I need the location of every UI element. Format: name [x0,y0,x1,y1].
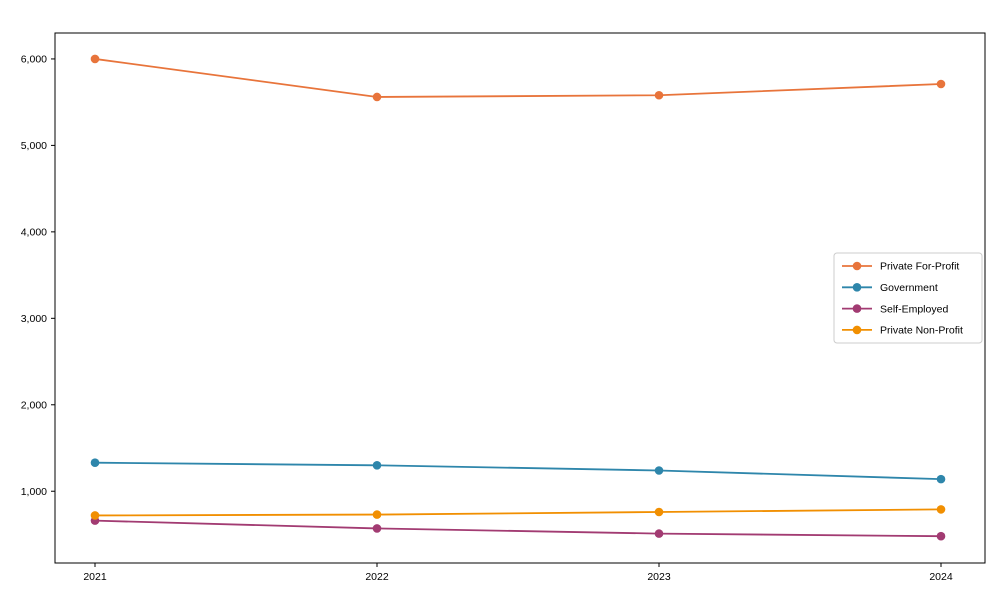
y-tick-label: 4,000 [21,227,47,239]
legend-entry-government: Government [842,282,938,294]
data-point-government-2022 [372,461,382,470]
legend-swatch-marker [852,261,862,271]
x-tick-label: 2022 [365,571,389,583]
data-point-private-non-profit-2021 [90,511,100,520]
data-point-self-employed-2023 [654,529,664,538]
series-line-self-employed [94,519,942,538]
y-tick-label: 1,000 [21,486,47,498]
x-tick-label: 2024 [929,571,953,583]
data-point-private-non-profit-2024 [936,505,946,514]
data-point-government-2021 [90,458,100,468]
legend-swatch-marker [852,304,862,313]
x-tick-label: 2023 [647,571,671,583]
data-point-self-employed-2024 [936,531,946,541]
data-point-private-for-profit-2024 [936,79,946,89]
data-point-private-for-profit-2023 [654,90,664,100]
plot-border [54,32,986,564]
data-point-government-2023 [654,466,664,475]
legend-entry-private-for-profit: Private For-Profit [842,261,959,273]
x-tick-label: 2021 [83,571,107,583]
legend-entry-private-non-profit: Private Non-Profit [842,325,963,337]
data-point-private-non-profit-2023 [654,507,664,517]
legend-frame [833,252,983,344]
legend-label: Self-Employed [880,303,948,315]
data-point-private-for-profit-2022 [372,92,382,102]
series-line-government [94,461,942,481]
series-line-private-for-profit [94,58,942,98]
data-point-government-2024 [936,474,946,484]
data-point-private-non-profit-2022 [372,510,382,519]
y-tick-label: 5,000 [21,140,47,152]
legend-label: Private For-Profit [880,261,959,273]
y-tick-label: 2,000 [21,399,47,411]
legend-swatch-marker [852,283,862,292]
series-line-private-non-profit [94,508,942,517]
legend: Private For-Profit Government Self-Employe… [833,252,983,344]
data-point-private-for-profit-2021 [90,54,100,64]
legend-entry-self-employed: Self-Employed [842,303,948,315]
legend-label: Private Non-Profit [880,325,963,337]
legend-swatch-marker [852,325,862,335]
legend-label: Government [880,282,938,294]
y-tick-label: 6,000 [21,54,47,66]
data-point-self-employed-2022 [372,524,382,533]
y-tick-label: 3,000 [21,313,47,325]
